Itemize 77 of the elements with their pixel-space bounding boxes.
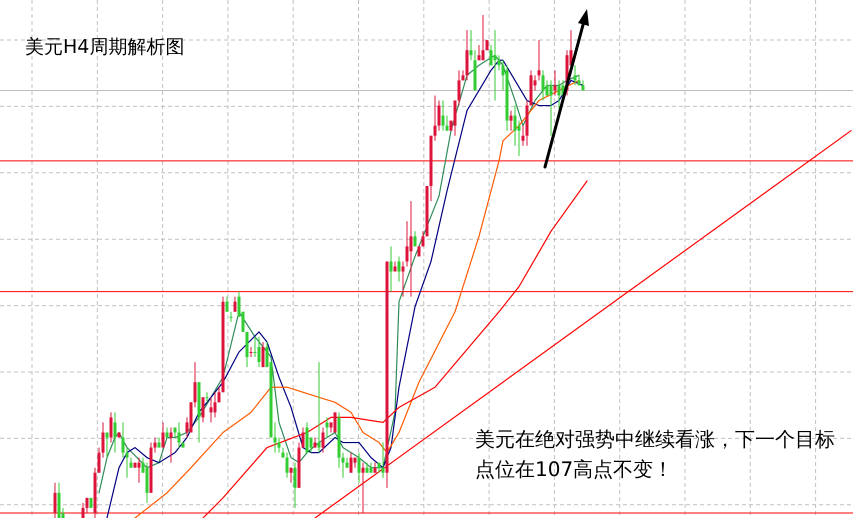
candlestick <box>154 437 156 454</box>
candlestick <box>202 396 204 423</box>
candlestick <box>514 105 516 146</box>
candlestick <box>510 110 512 132</box>
candlestick <box>542 70 544 102</box>
candlestick <box>422 230 424 247</box>
candlestick <box>402 260 404 298</box>
candlestick <box>434 94 436 142</box>
candlestick <box>210 396 212 423</box>
candlestick <box>354 457 356 468</box>
candlestick <box>478 44 480 61</box>
candlestick <box>538 40 540 81</box>
candlestick <box>162 422 164 448</box>
candlestick <box>554 70 556 96</box>
candlestick <box>358 452 360 484</box>
candlestick <box>342 452 344 478</box>
candlestick <box>218 386 220 403</box>
candlestick <box>546 80 548 96</box>
candlestick <box>378 462 380 474</box>
candlestick <box>214 392 216 418</box>
candlestick <box>302 426 304 448</box>
candlestick <box>326 416 328 438</box>
candlestick <box>322 426 324 454</box>
candlestick <box>574 64 576 86</box>
candlestick <box>462 70 464 81</box>
candlestick <box>86 497 88 514</box>
candlestick <box>138 457 140 484</box>
candlestick <box>290 467 292 484</box>
candlestick <box>178 422 180 448</box>
candlestick <box>254 336 256 358</box>
candlestick <box>114 412 116 454</box>
candlestick <box>206 392 208 403</box>
candlestick <box>54 482 56 518</box>
candlestick <box>498 54 500 71</box>
annotation: 美元在绝对强势中继续看涨，下一个目标点位在107高点不变！ <box>475 427 835 481</box>
candlestick <box>406 220 408 267</box>
candlestick <box>110 412 112 444</box>
candlestick <box>262 341 264 368</box>
candlestick <box>350 452 352 474</box>
candlestick <box>230 311 232 322</box>
candlestick <box>558 80 560 112</box>
candlestick <box>578 74 580 86</box>
candlestick <box>446 115 448 132</box>
candlestick <box>194 362 196 408</box>
candlestick <box>410 200 412 298</box>
candlestick <box>294 462 296 508</box>
candlestick <box>470 30 472 61</box>
candlestick <box>106 432 108 458</box>
candlestick <box>102 422 104 458</box>
candlestick <box>494 30 496 102</box>
candlestick <box>362 462 364 514</box>
candlestick <box>250 346 252 358</box>
candlestick <box>390 246 392 292</box>
candlestick <box>274 422 276 454</box>
candlestick <box>258 336 260 368</box>
candlestick <box>126 447 128 478</box>
candlestick <box>82 502 84 518</box>
text: 美元H4周期解析图 <box>25 36 184 58</box>
candlestick <box>490 44 492 66</box>
candlestick <box>582 80 584 91</box>
candlestick <box>122 422 124 458</box>
candlestick <box>286 452 288 478</box>
candlestick <box>226 296 228 312</box>
candlestick <box>278 437 280 454</box>
candlestick <box>482 14 484 61</box>
candlestick <box>438 100 440 132</box>
candlestick <box>170 426 172 464</box>
candlestick <box>522 125 524 146</box>
candlestick <box>382 442 384 478</box>
candlestick <box>414 230 416 247</box>
candlestick <box>98 447 100 474</box>
candlestick <box>398 256 400 282</box>
candlestick <box>318 362 320 454</box>
candlestick <box>234 296 236 312</box>
candlestick <box>550 80 552 136</box>
candlestick <box>458 70 460 106</box>
candlestick <box>442 100 444 132</box>
